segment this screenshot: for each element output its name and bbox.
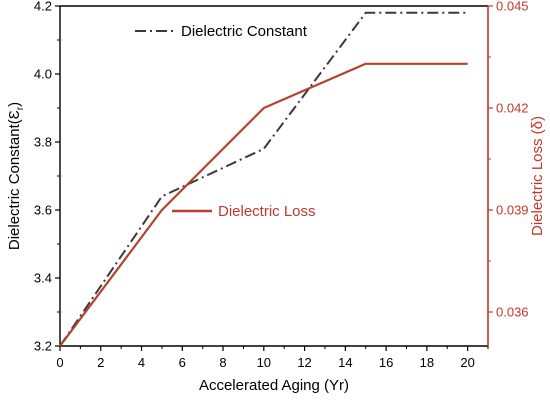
x-tick-label: 16 [379, 355, 393, 370]
y-right-axis-title: Dielectric Loss (δ) [529, 116, 546, 236]
x-tick-label: 4 [138, 355, 145, 370]
x-tick-label: 6 [179, 355, 186, 370]
series-layer [60, 13, 468, 346]
legend-layer: Dielectric Constant Dielectric Loss [135, 23, 316, 220]
x-axis-title: Accelerated Aging (Yr) [199, 377, 349, 394]
axes-layer: 0 2 4 6 8 10 12 14 16 18 20 3.2 3.4 3.6 3.8 4.0 4.2 0.036… [6, 0, 546, 394]
x-tick-label: 14 [338, 355, 352, 370]
y-left-tick-label: 4.0 [34, 67, 52, 82]
x-tick-label: 12 [297, 355, 311, 370]
y-right-tick-label: 0.042 [496, 101, 529, 116]
x-tick-label: 0 [56, 355, 63, 370]
x-tick-label: 20 [460, 355, 474, 370]
y-left-title-main: Dielectric Constant(Ɛ [6, 110, 23, 250]
y-left-tick-label: 3.6 [34, 203, 52, 218]
legend-label-dielectric-constant: Dielectric Constant [181, 23, 308, 40]
y-left-tick-label: 4.2 [34, 0, 52, 14]
y-right-tick-label: 0.036 [496, 305, 529, 320]
x-tick-label: 10 [257, 355, 271, 370]
y-left-axis-title: Dielectric Constant(Ɛr) [6, 102, 26, 250]
x-tick-label: 2 [97, 355, 104, 370]
x-tick-label: 8 [219, 355, 226, 370]
y-left-tick-label: 3.8 [34, 135, 52, 150]
legend-label-dielectric-loss: Dielectric Loss [218, 203, 316, 220]
y-left-tick-label: 3.4 [34, 271, 52, 286]
y-left-tick-label: 3.2 [34, 339, 52, 354]
y-right-tick-label: 0.045 [496, 0, 529, 14]
y-right-tick-label: 0.039 [496, 203, 529, 218]
x-tick-label: 18 [420, 355, 434, 370]
y-left-title-close: ) [6, 102, 23, 107]
